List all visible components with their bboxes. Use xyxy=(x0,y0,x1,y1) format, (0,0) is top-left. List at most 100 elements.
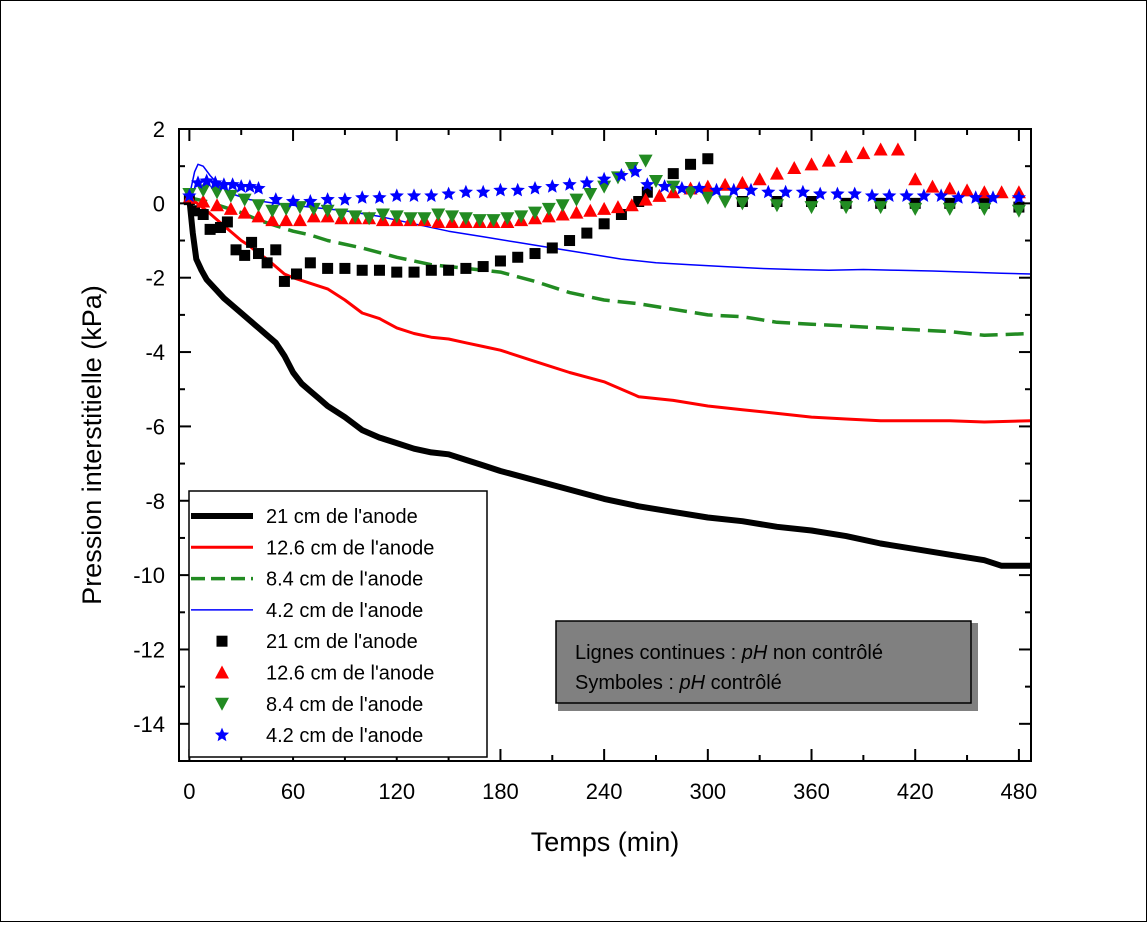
data-point xyxy=(362,212,377,226)
data-point xyxy=(916,188,931,202)
data-point xyxy=(265,204,280,218)
data-point xyxy=(251,209,266,223)
data-point xyxy=(942,202,957,216)
data-point xyxy=(196,184,211,198)
data-point xyxy=(493,182,508,197)
data-point xyxy=(985,190,1001,204)
data-point xyxy=(417,212,432,226)
data-point xyxy=(934,188,949,202)
data-point xyxy=(804,201,819,215)
legend-item: 21 cm de l'anode xyxy=(216,631,418,653)
data-point xyxy=(225,177,240,191)
data-point xyxy=(408,266,420,278)
legend-item: 4.2 cm de l'anode xyxy=(214,725,423,747)
x-tick-label: 120 xyxy=(378,779,415,804)
data-point xyxy=(261,257,273,269)
data-point xyxy=(252,248,264,260)
data-point xyxy=(268,192,283,206)
data-point xyxy=(494,255,506,267)
data-point xyxy=(908,172,923,186)
data-point xyxy=(216,177,232,191)
data-point xyxy=(223,189,238,203)
data-point xyxy=(735,197,750,211)
data-point xyxy=(977,185,992,199)
data-point xyxy=(864,188,880,202)
x-axis-title: Temps (min) xyxy=(531,827,680,857)
data-point xyxy=(769,199,784,213)
data-point xyxy=(624,198,639,212)
data-point xyxy=(761,184,776,199)
x-tick-label: 420 xyxy=(897,779,934,804)
data-point xyxy=(472,214,487,228)
y-tick-label: -8 xyxy=(145,489,165,514)
data-point xyxy=(555,199,570,213)
data-point xyxy=(304,257,316,269)
data-point xyxy=(638,154,653,168)
data-point xyxy=(942,181,957,195)
data-point xyxy=(960,183,975,197)
data-point xyxy=(555,207,570,221)
data-point xyxy=(726,182,741,197)
data-point xyxy=(424,188,439,202)
y-axis-title: Pression interstitielle (kPa) xyxy=(77,285,107,605)
data-point xyxy=(477,261,489,273)
legend-label: 12.6 cm de l'anode xyxy=(266,537,434,559)
legend-item: 8.4 cm de l'anode xyxy=(191,569,423,591)
legend-item: 8.4 cm de l'anode xyxy=(215,694,423,716)
data-point xyxy=(431,208,446,222)
series-2 xyxy=(188,198,1032,424)
data-point xyxy=(597,201,612,215)
data-point xyxy=(251,181,266,195)
data-point xyxy=(1011,190,1026,204)
legend-label: 8.4 cm de l'anode xyxy=(266,694,423,716)
data-point xyxy=(541,202,556,216)
data-point xyxy=(847,186,862,201)
data-point xyxy=(500,212,515,226)
series-layer xyxy=(182,142,1032,569)
legend-label: 4.2 cm de l'anode xyxy=(266,725,423,747)
series-8 xyxy=(182,164,1026,208)
data-point xyxy=(197,209,209,221)
data-point xyxy=(239,249,251,261)
data-point xyxy=(210,198,225,212)
data-point xyxy=(657,179,672,193)
data-point xyxy=(237,193,252,207)
data-point xyxy=(208,175,223,189)
data-point xyxy=(303,194,318,208)
data-point xyxy=(389,188,404,202)
data-point xyxy=(334,208,349,222)
ticks-group: 0 60 120 180 240 300 360 420 480 2 0 -2 -4 -6 -8 -10 -12… xyxy=(133,117,1037,804)
data-point xyxy=(610,200,625,214)
data-point xyxy=(648,175,663,189)
data-point xyxy=(968,190,983,204)
data-point xyxy=(196,194,211,208)
data-point xyxy=(546,242,558,254)
data-point xyxy=(702,153,714,165)
y-tick-label: -2 xyxy=(145,266,165,291)
data-point xyxy=(223,201,238,215)
data-point xyxy=(615,209,627,221)
data-point xyxy=(512,251,524,263)
legend-marker xyxy=(214,727,230,742)
y-tick-label: -4 xyxy=(145,340,165,365)
note-line-2: Symboles : pH contrôlé xyxy=(575,672,782,694)
data-point xyxy=(237,205,252,219)
data-point xyxy=(674,181,689,195)
data-point xyxy=(306,202,321,216)
data-point xyxy=(718,177,733,191)
note-line-1: Lignes continues : pH non contrôlé xyxy=(575,642,883,664)
data-point xyxy=(614,168,629,182)
data-point xyxy=(270,244,282,256)
legend-label: 12.6 cm de l'anode xyxy=(266,663,434,685)
data-point xyxy=(890,142,905,156)
data-point xyxy=(882,188,897,202)
data-point xyxy=(667,168,679,180)
y-tick-label: 2 xyxy=(153,117,165,142)
data-point xyxy=(562,177,577,191)
data-point xyxy=(443,264,455,276)
legend-label: 8.4 cm de l'anode xyxy=(266,569,423,591)
data-point xyxy=(445,210,460,224)
legend-label: 4.2 cm de l'anode xyxy=(266,600,423,622)
data-point xyxy=(389,210,404,224)
data-point xyxy=(709,182,724,197)
